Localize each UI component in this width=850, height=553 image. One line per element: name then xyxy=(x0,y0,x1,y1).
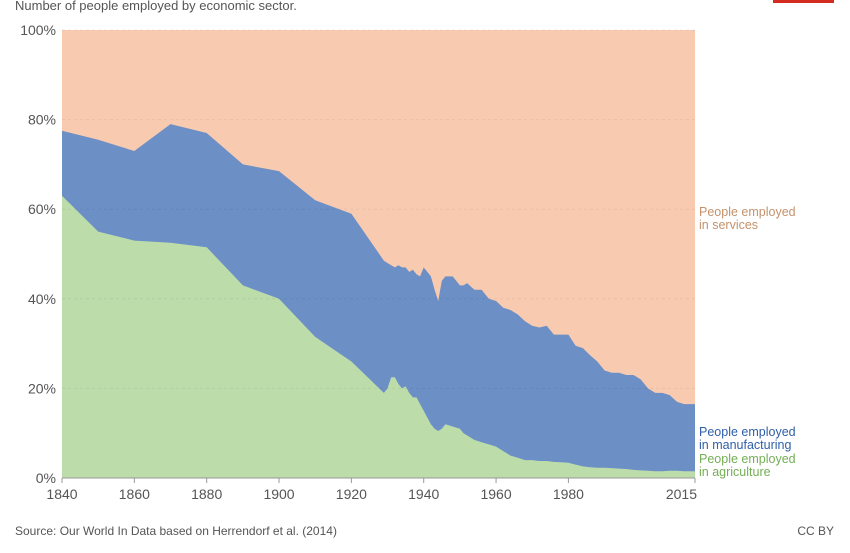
x-tick-label: 1900 xyxy=(263,486,294,502)
x-tick-label: 1880 xyxy=(191,486,222,502)
owid-logo-bar[interactable] xyxy=(773,0,834,3)
y-tick-label: 100% xyxy=(20,22,56,38)
x-tick-label: 1920 xyxy=(336,486,367,502)
label-agriculture-line: in agriculture xyxy=(699,465,771,479)
label-manufacturing-line: in manufacturing xyxy=(699,438,791,452)
y-tick-label: 0% xyxy=(36,470,56,486)
x-tick-label: 2015 xyxy=(666,486,697,502)
y-tick-label: 60% xyxy=(28,201,56,217)
stacked-area-chart: 0%20%40%60%80%100% 1840 1860 1880 1900 1920 1… xyxy=(20,22,796,502)
label-services-line: in services xyxy=(699,218,758,232)
label-agriculture-line: People employed xyxy=(699,452,796,466)
x-tick-label: 1960 xyxy=(480,486,511,502)
area-layer xyxy=(62,30,695,479)
x-tick-label: 1840 xyxy=(46,486,77,502)
x-tick-label: 1860 xyxy=(119,486,150,502)
x-tick-label: 1980 xyxy=(553,486,584,502)
label-services-line: People employed xyxy=(699,205,796,219)
y-tick-label: 40% xyxy=(28,291,56,307)
x-axis: 1840 1860 1880 1900 1920 1940 1960 1980 2015 xyxy=(46,477,697,502)
area-agriculture[interactable] xyxy=(62,195,695,479)
source-note: Source: Our World In Data based on Herre… xyxy=(15,524,337,538)
y-tick-label: 80% xyxy=(28,112,56,128)
x-tick-label: 1940 xyxy=(408,486,439,502)
chart-subtitle: Number of people employed by economic se… xyxy=(15,0,297,13)
y-axis: 0% 20% 40% 60% 80% 100% xyxy=(20,22,56,486)
license-link[interactable]: CC BY xyxy=(797,524,834,538)
y-tick-label: 20% xyxy=(28,380,56,396)
label-manufacturing-line: People employed xyxy=(699,425,796,439)
